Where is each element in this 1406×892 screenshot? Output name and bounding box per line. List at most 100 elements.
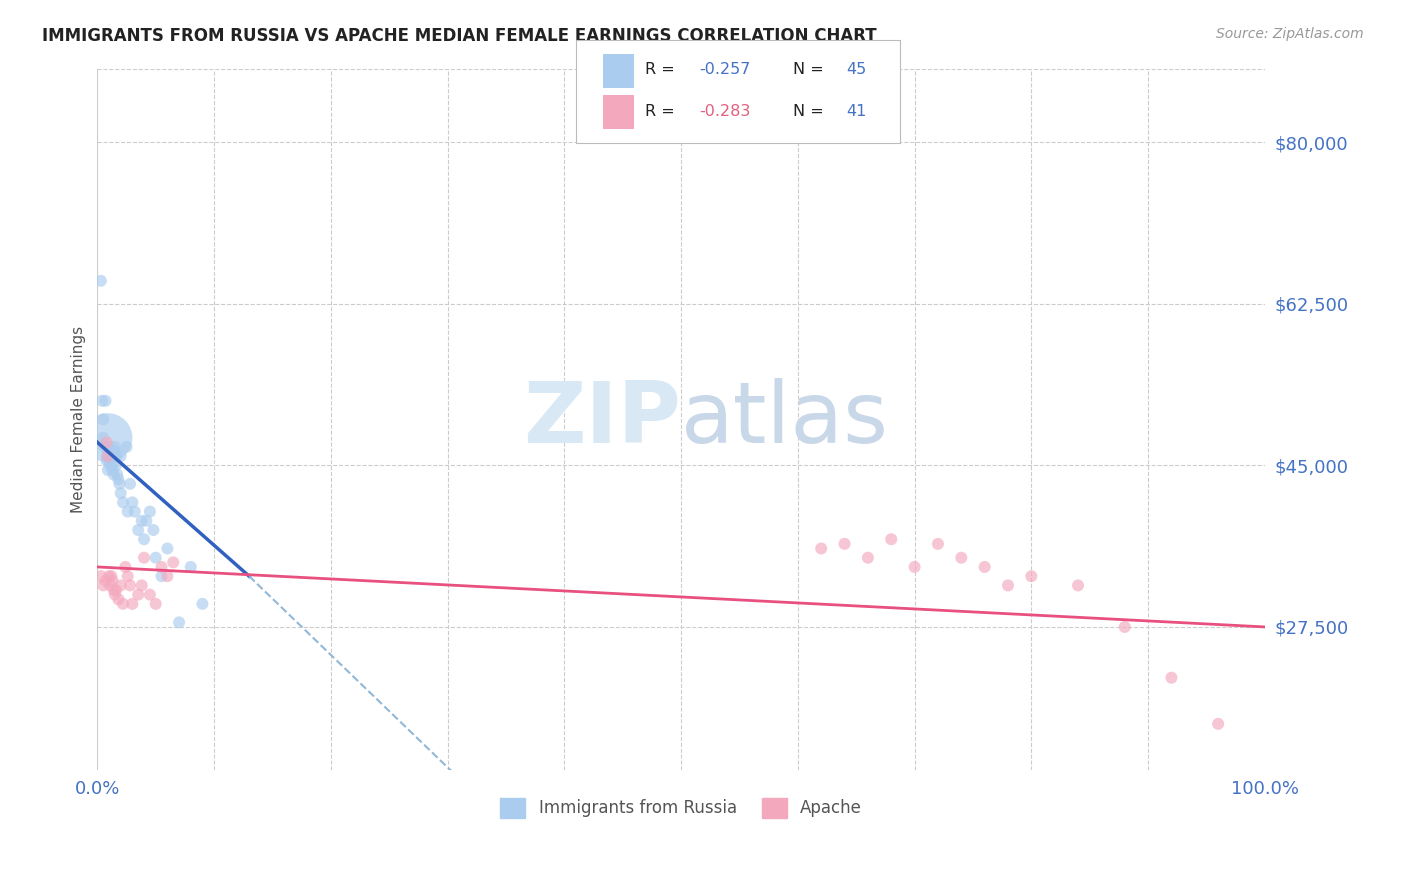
Point xyxy=(1021,569,1043,583)
Text: -0.257: -0.257 xyxy=(699,62,751,78)
Point xyxy=(139,504,162,518)
Point xyxy=(98,454,121,468)
Point xyxy=(103,582,125,597)
Point xyxy=(856,550,879,565)
Point xyxy=(834,537,856,551)
Point xyxy=(96,449,118,463)
Point xyxy=(1160,671,1182,685)
Point xyxy=(104,444,127,458)
Point xyxy=(150,560,173,574)
Point xyxy=(105,458,128,473)
Legend: Immigrants from Russia, Apache: Immigrants from Russia, Apache xyxy=(494,791,869,825)
Text: atlas: atlas xyxy=(681,377,889,461)
Point xyxy=(903,560,925,574)
Point xyxy=(127,588,149,602)
Point xyxy=(91,393,114,408)
Point xyxy=(101,574,124,588)
Point xyxy=(121,597,143,611)
Point xyxy=(91,578,114,592)
Point xyxy=(107,592,129,607)
Point xyxy=(97,463,120,477)
Point xyxy=(94,393,117,408)
Point xyxy=(107,472,129,486)
Point xyxy=(131,578,153,592)
Point xyxy=(156,541,179,556)
Point xyxy=(145,550,167,565)
Point xyxy=(150,569,173,583)
Point xyxy=(973,560,995,574)
Text: R =: R = xyxy=(645,62,681,78)
Text: ZIP: ZIP xyxy=(523,377,681,461)
Point xyxy=(124,504,146,518)
Point xyxy=(117,504,139,518)
Point xyxy=(127,523,149,537)
Point xyxy=(103,467,125,482)
Point xyxy=(950,550,973,565)
Text: IMMIGRANTS FROM RUSSIA VS APACHE MEDIAN FEMALE EARNINGS CORRELATION CHART: IMMIGRANTS FROM RUSSIA VS APACHE MEDIAN … xyxy=(42,27,877,45)
Y-axis label: Median Female Earnings: Median Female Earnings xyxy=(72,326,86,513)
Point xyxy=(98,458,121,473)
Point xyxy=(110,578,132,592)
Point xyxy=(135,514,157,528)
Point xyxy=(114,560,136,574)
Point xyxy=(115,440,138,454)
Text: N =: N = xyxy=(793,62,830,78)
Point xyxy=(121,495,143,509)
Point xyxy=(101,458,124,473)
Point xyxy=(139,588,162,602)
Point xyxy=(98,569,121,583)
Point xyxy=(94,574,117,588)
Point xyxy=(162,555,184,569)
Point xyxy=(145,597,167,611)
Text: 45: 45 xyxy=(846,62,866,78)
Text: -0.283: -0.283 xyxy=(699,103,751,119)
Point xyxy=(98,440,121,454)
Point xyxy=(132,550,155,565)
Text: 41: 41 xyxy=(846,103,866,119)
Point xyxy=(118,476,141,491)
Point xyxy=(112,495,135,509)
Point xyxy=(91,431,114,445)
Point xyxy=(880,533,903,547)
Point xyxy=(1206,716,1229,731)
Point xyxy=(93,440,115,454)
Point xyxy=(110,449,132,463)
Point xyxy=(191,597,214,611)
Point xyxy=(180,560,202,574)
Point xyxy=(117,569,139,583)
Point xyxy=(105,582,128,597)
Point xyxy=(105,449,128,463)
Text: Source: ZipAtlas.com: Source: ZipAtlas.com xyxy=(1216,27,1364,41)
Point xyxy=(112,597,135,611)
Point xyxy=(96,435,118,450)
Point xyxy=(108,476,131,491)
Point xyxy=(104,588,127,602)
Point xyxy=(100,569,122,583)
Point xyxy=(105,467,128,482)
Point xyxy=(110,486,132,500)
Point xyxy=(98,578,121,592)
Point xyxy=(131,514,153,528)
Point xyxy=(132,533,155,547)
Point xyxy=(927,537,949,551)
Point xyxy=(97,431,120,445)
Point xyxy=(997,578,1019,592)
Point xyxy=(104,440,127,454)
Point xyxy=(1114,620,1136,634)
Point xyxy=(1067,578,1090,592)
Point xyxy=(97,449,120,463)
Point xyxy=(91,412,114,426)
Point xyxy=(90,274,112,288)
Text: R =: R = xyxy=(645,103,681,119)
Text: N =: N = xyxy=(793,103,830,119)
Point xyxy=(90,569,112,583)
Point xyxy=(156,569,179,583)
Point xyxy=(142,523,165,537)
Point xyxy=(100,449,122,463)
Point xyxy=(98,449,121,463)
Point xyxy=(96,454,118,468)
Point xyxy=(167,615,190,630)
Point xyxy=(118,578,141,592)
Point xyxy=(810,541,832,556)
Point xyxy=(101,463,124,477)
